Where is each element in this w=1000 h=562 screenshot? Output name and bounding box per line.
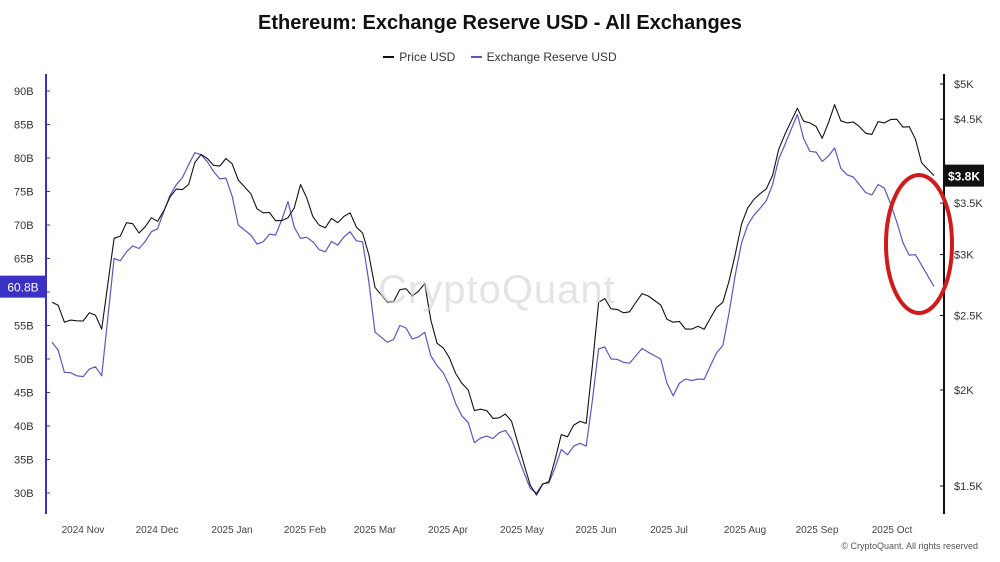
series-line-price xyxy=(51,104,935,496)
x-tick-label: 2025 Aug xyxy=(724,525,766,536)
y-left-tick-label: 55B xyxy=(14,321,34,333)
left-current-value-badge xyxy=(0,275,46,298)
right-current-value-badge xyxy=(944,164,984,187)
x-tick-label: 2025 Jan xyxy=(211,525,252,536)
x-tick-label: 2025 Oct xyxy=(872,525,913,536)
legend-swatch-price xyxy=(383,56,395,58)
x-tick-label: 2025 Mar xyxy=(354,525,397,536)
y-left-tick-label: 75B xyxy=(14,187,34,199)
copyright-notice: © CryptoQuant. All rights reserved xyxy=(841,541,978,551)
y-left-tick-label: 45B xyxy=(14,388,34,400)
x-tick-label: 2025 May xyxy=(500,525,544,536)
x-tick-label: 2025 Jun xyxy=(575,525,616,536)
y-right-tick-label: $2K xyxy=(954,385,974,397)
x-tick-label: 2025 Jul xyxy=(650,525,688,536)
series-line-exchange-reserve xyxy=(51,113,935,494)
y-left-tick-label: 90B xyxy=(14,86,34,98)
legend-swatch-reserve xyxy=(470,56,482,58)
y-right-tick-label: $3K xyxy=(954,250,974,262)
legend-item-price[interactable]: Price USD xyxy=(383,50,455,64)
y-right-tick-label: $3.5K xyxy=(954,198,983,210)
y-right-tick-label: $1.5K xyxy=(954,481,983,493)
chart-legend: Price USD Exchange Reserve USD xyxy=(0,47,1000,64)
x-tick-label: 2025 Apr xyxy=(428,525,469,536)
x-tick-label: 2025 Sep xyxy=(796,525,839,536)
legend-label-price: Price USD xyxy=(399,50,456,64)
y-right-tick-label: $2.5K xyxy=(954,310,983,322)
y-left-tick-label: 80B xyxy=(14,153,34,165)
x-tick-label: 2025 Feb xyxy=(284,525,327,536)
y-left-tick-label: 65B xyxy=(14,254,34,266)
watermark: CryptoQuant xyxy=(378,268,616,312)
right-current-value-label: $3.8K xyxy=(948,170,980,184)
y-left-tick-label: 30B xyxy=(14,488,34,500)
x-tick-label: 2024 Dec xyxy=(136,525,179,536)
y-right-tick-label: $4.5K xyxy=(954,114,983,126)
y-left-tick-label: 85B xyxy=(14,120,34,132)
y-left-tick-label: 40B xyxy=(14,421,34,433)
legend-item-reserve[interactable]: Exchange Reserve USD xyxy=(470,50,617,64)
chart-title: Ethereum: Exchange Reserve USD - All Exc… xyxy=(258,12,742,34)
y-left-tick-label: 35B xyxy=(14,455,34,467)
x-tick-label: 2024 Nov xyxy=(62,525,105,536)
legend-label-reserve: Exchange Reserve USD xyxy=(486,50,617,64)
y-right-tick-label: $5K xyxy=(954,79,974,91)
left-current-value-label: 60.8B xyxy=(7,281,38,295)
y-left-tick-label: 50B xyxy=(14,354,34,366)
annotation-circle xyxy=(884,173,954,315)
y-left-tick-label: 70B xyxy=(14,220,34,232)
